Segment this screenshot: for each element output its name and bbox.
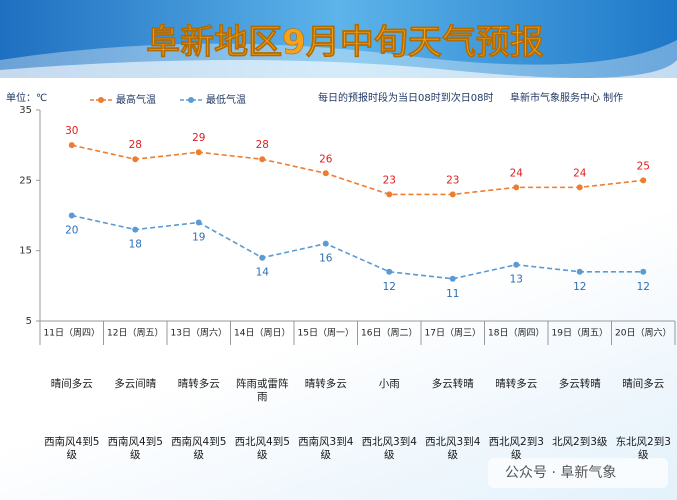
data-point (68, 142, 75, 149)
wind: 西南风3到4级 (298, 436, 354, 461)
legend-marker (188, 97, 194, 103)
data-point (576, 184, 583, 191)
data-point (322, 170, 329, 177)
data-point (449, 275, 456, 282)
x-tick-label: 18日（周四） (488, 328, 544, 339)
data-point (640, 177, 647, 184)
data-point (640, 268, 647, 275)
weather: 晴间多云 (50, 378, 93, 390)
weather: 晴转多云 (495, 378, 538, 390)
x-tick-label: 16日（周二） (361, 328, 417, 339)
unit-label: 单位：℃ (6, 91, 47, 104)
data-label: 26 (319, 153, 333, 165)
legend-label: 最低气温 (206, 93, 246, 106)
wind: 北风2到3级 (552, 436, 608, 448)
data-point (195, 149, 202, 156)
data-point (386, 268, 393, 275)
data-label: 18 (129, 239, 142, 251)
data-label: 28 (129, 139, 142, 151)
watermark: 公众号 · 阜新气象 (505, 464, 616, 481)
data-label: 12 (573, 281, 586, 293)
data-label: 12 (383, 281, 396, 293)
x-tick-label: 20日（周六） (615, 327, 671, 339)
producer: 阜新市气象服务中心 制作 (510, 91, 623, 104)
data-point (449, 191, 456, 198)
series-line (71, 214, 644, 280)
data-label: 19 (192, 232, 205, 244)
data-label: 28 (256, 139, 269, 151)
data-point (513, 184, 520, 191)
x-tick-label: 15日（周一） (298, 328, 354, 339)
legend-label: 最高气温 (116, 93, 156, 106)
data-label: 16 (319, 253, 333, 265)
y-tick-label: 5 (26, 316, 32, 327)
wind: 西北风4到5级 (234, 436, 290, 461)
wind: 东北风2到3级 (615, 436, 671, 461)
weather: 晴转多云 (177, 378, 220, 390)
data-point (259, 254, 266, 261)
weather: 小雨 (378, 378, 400, 390)
data-point (132, 156, 139, 163)
data-point (132, 226, 139, 233)
data-label: 14 (256, 267, 270, 279)
note: 每日的预报时段为当日08时到次日08时 (318, 91, 493, 104)
data-label: 20 (65, 225, 78, 237)
wind: 西北风2到3级 (488, 436, 544, 461)
data-label: 29 (192, 132, 205, 144)
data-point (259, 156, 266, 163)
data-label: 25 (637, 160, 650, 172)
weather: 多云转晴 (431, 378, 474, 390)
x-tick-label: 11日（周四） (44, 328, 100, 339)
weather: 阵雨或雷阵雨 (236, 378, 289, 403)
data-point (386, 191, 393, 198)
wind: 西北风3到4级 (425, 436, 481, 461)
y-tick-label: 25 (19, 175, 32, 186)
weather: 多云转晴 (558, 378, 601, 390)
data-label: 30 (65, 125, 78, 137)
data-label: 23 (446, 174, 459, 186)
chart-title: 阜新地区9月中旬天气预报 (146, 23, 544, 63)
weather: 多云间晴 (114, 378, 157, 390)
x-tick-label: 12日（周五） (107, 328, 163, 339)
data-label: 24 (573, 167, 587, 179)
legend-marker (98, 97, 104, 103)
x-tick-label: 17日（周三） (425, 328, 481, 339)
y-tick-label: 35 (19, 105, 32, 116)
wind: 西南风4到5级 (44, 436, 100, 461)
data-point (576, 268, 583, 275)
data-label: 24 (510, 167, 524, 179)
data-point (68, 212, 75, 219)
watermark-bg (488, 458, 668, 488)
weather: 晴间多云 (622, 378, 665, 390)
data-point (513, 261, 520, 268)
data-point (195, 219, 202, 226)
wind: 西南风4到5级 (107, 436, 163, 461)
data-label: 11 (446, 288, 459, 300)
wind: 西南风4到5级 (171, 436, 227, 461)
header-wave (0, 60, 677, 78)
weather: 晴转多云 (304, 378, 347, 390)
series-line (71, 144, 644, 196)
data-label: 13 (510, 274, 523, 286)
y-tick-label: 15 (19, 246, 32, 257)
x-tick-label: 14日（周日） (234, 328, 290, 339)
x-tick-label: 19日（周五） (552, 328, 608, 339)
data-point (322, 240, 329, 247)
x-tick-label: 13日（周六） (171, 327, 227, 339)
data-label: 23 (383, 174, 396, 186)
wind: 西北风3到4级 (361, 436, 417, 461)
data-label: 12 (637, 281, 650, 293)
